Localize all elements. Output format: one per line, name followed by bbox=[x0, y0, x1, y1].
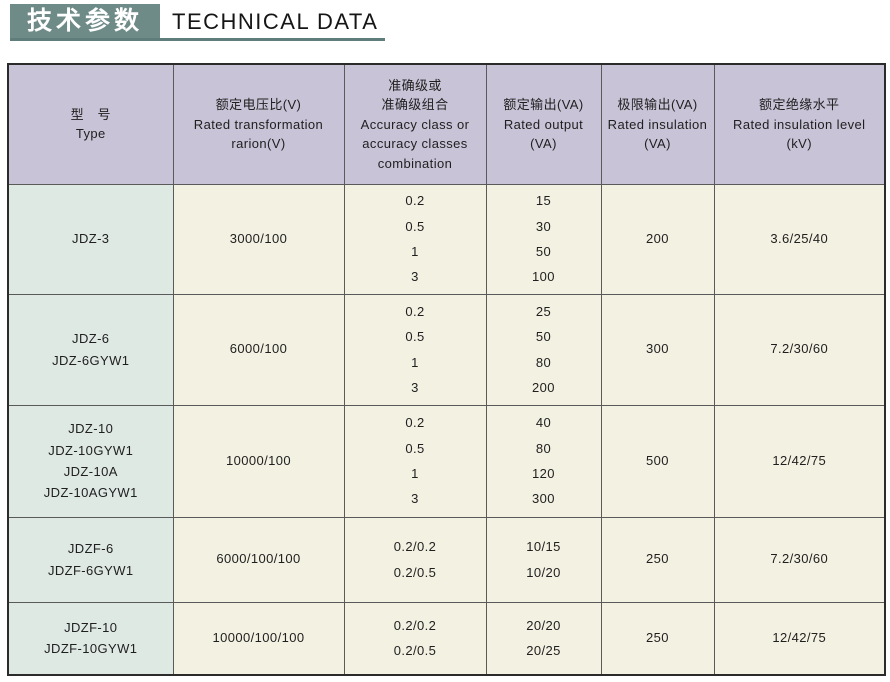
cell-insulation-level: 12/42/75 bbox=[713, 404, 886, 518]
table-header-row: 型 号 Type 额定电压比(V) Rated transformation r… bbox=[7, 63, 886, 185]
cell-voltage-ratio: 3000/100 bbox=[172, 183, 345, 295]
cell-limit-output: 500 bbox=[600, 404, 715, 518]
cell-limit-output: 250 bbox=[600, 601, 715, 676]
cell-insulation-level: 12/42/75 bbox=[713, 601, 886, 676]
section-title-zh: 技术参数 bbox=[10, 4, 160, 38]
col-header-accuracy-class: 准确级或 准确级组合 Accuracy class or accuracy cl… bbox=[343, 63, 487, 185]
cell-type: JDZF-6 JDZF-6GYW1 bbox=[7, 516, 174, 603]
cell-insulation-level: 7.2/30/60 bbox=[713, 293, 886, 406]
table-row-jdzf-6: JDZF-6 JDZF-6GYW1 6000/100/100 0.2/0.2 0… bbox=[7, 516, 886, 603]
cell-limit-output: 300 bbox=[600, 293, 715, 406]
table-row-jdz-6: JDZ-6 JDZ-6GYW1 6000/100 0.2 0.5 1 3 25 … bbox=[7, 293, 886, 406]
cell-voltage-ratio: 10000/100 bbox=[172, 404, 345, 518]
cell-voltage-ratio: 6000/100/100 bbox=[172, 516, 345, 603]
cell-accuracy-class: 0.2 0.5 1 3 bbox=[343, 183, 487, 295]
title-underline bbox=[10, 38, 385, 41]
cell-accuracy-class: 0.2/0.2 0.2/0.5 bbox=[343, 601, 487, 676]
cell-voltage-ratio: 10000/100/100 bbox=[172, 601, 345, 676]
cell-type: JDZF-10 JDZF-10GYW1 bbox=[7, 601, 174, 676]
cell-accuracy-class: 0.2/0.2 0.2/0.5 bbox=[343, 516, 487, 603]
cell-rated-output: 15 30 50 100 bbox=[485, 183, 602, 295]
cell-insulation-level: 7.2/30/60 bbox=[713, 516, 886, 603]
cell-rated-output: 10/15 10/20 bbox=[485, 516, 602, 603]
cell-limit-output: 200 bbox=[600, 183, 715, 295]
cell-accuracy-class: 0.2 0.5 1 3 bbox=[343, 404, 487, 518]
cell-type: JDZ-6 JDZ-6GYW1 bbox=[7, 293, 174, 406]
cell-accuracy-class: 0.2 0.5 1 3 bbox=[343, 293, 487, 406]
technical-data-table: 型 号 Type 额定电压比(V) Rated transformation r… bbox=[7, 63, 886, 676]
col-header-insulation-level: 额定绝缘水平 Rated insulation level (kV) bbox=[713, 63, 886, 185]
cell-rated-output: 40 80 120 300 bbox=[485, 404, 602, 518]
cell-insulation-level: 3.6/25/40 bbox=[713, 183, 886, 295]
table-row-jdz-3: JDZ-3 3000/100 0.2 0.5 1 3 15 30 50 100 … bbox=[7, 183, 886, 295]
cell-type: JDZ-10 JDZ-10GYW1 JDZ-10A JDZ-10AGYW1 bbox=[7, 404, 174, 518]
section-title-en: TECHNICAL DATA bbox=[172, 9, 379, 34]
col-header-type: 型 号 Type bbox=[7, 63, 174, 185]
cell-limit-output: 250 bbox=[600, 516, 715, 603]
cell-rated-output: 20/20 20/25 bbox=[485, 601, 602, 676]
table-row-jdz-10: JDZ-10 JDZ-10GYW1 JDZ-10A JDZ-10AGYW1 10… bbox=[7, 404, 886, 518]
col-header-voltage-ratio: 额定电压比(V) Rated transformation rarion(V) bbox=[172, 63, 345, 185]
cell-type: JDZ-3 bbox=[7, 183, 174, 295]
col-header-rated-output: 额定输出(VA) Rated output (VA) bbox=[485, 63, 602, 185]
cell-rated-output: 25 50 80 200 bbox=[485, 293, 602, 406]
table-row-jdzf-10: JDZF-10 JDZF-10GYW1 10000/100/100 0.2/0.… bbox=[7, 601, 886, 676]
cell-voltage-ratio: 6000/100 bbox=[172, 293, 345, 406]
col-header-limit-output: 极限输出(VA) Rated insulation (VA) bbox=[600, 63, 715, 185]
